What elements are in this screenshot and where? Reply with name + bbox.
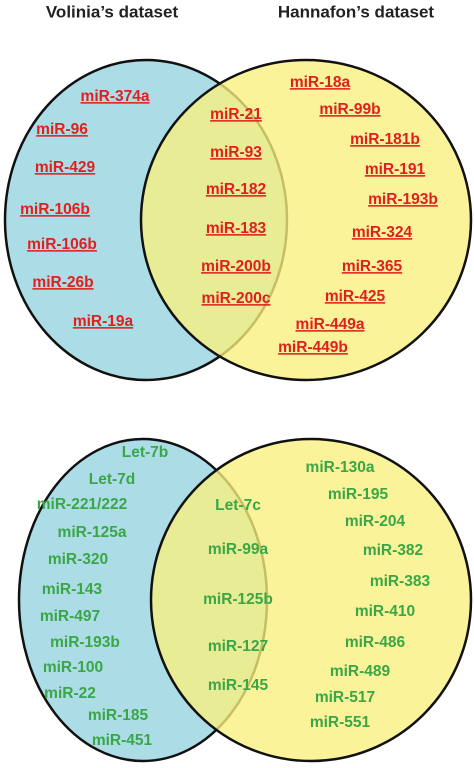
mirna-label: miR-183 bbox=[206, 220, 267, 237]
mirna-label: miR-26b bbox=[32, 274, 93, 291]
mirna-label: miR-382 bbox=[363, 542, 423, 559]
mirna-label: Let-7c bbox=[215, 497, 261, 514]
mirna-label: miR-324 bbox=[352, 224, 413, 241]
mirna-label: miR-185 bbox=[88, 707, 149, 724]
mirna-label: miR-497 bbox=[40, 608, 100, 625]
mirna-label: miR-125b bbox=[203, 591, 273, 608]
mirna-label: miR-127 bbox=[208, 638, 268, 655]
mirna-label: miR-320 bbox=[48, 551, 108, 568]
mirna-label: miR-204 bbox=[345, 513, 406, 530]
mirna-label: miR-383 bbox=[370, 573, 431, 590]
mirna-label: miR-429 bbox=[35, 159, 96, 176]
mirna-label: Let-7d bbox=[89, 471, 136, 488]
mirna-label: miR-99a bbox=[208, 541, 269, 558]
mirna-label: miR-96 bbox=[36, 121, 88, 138]
mirna-label: miR-193b bbox=[368, 191, 438, 208]
mirna-label: miR-99b bbox=[319, 101, 380, 118]
mirna-label: miR-191 bbox=[365, 161, 426, 178]
mirna-label: miR-374a bbox=[81, 88, 150, 105]
mirna-label: miR-449a bbox=[296, 316, 365, 333]
mirna-label: miR-365 bbox=[342, 258, 403, 275]
left-dataset-title: Volinia’s dataset bbox=[46, 2, 179, 21]
mirna-label: miR-449b bbox=[278, 339, 348, 356]
mirna-label: miR-130a bbox=[306, 459, 375, 476]
mirna-label: miR-106b bbox=[27, 236, 97, 253]
mirna-label: miR-181b bbox=[350, 131, 420, 148]
mirna-label: miR-200c bbox=[202, 290, 271, 307]
mirna-label: miR-425 bbox=[325, 288, 386, 305]
mirna-label: miR-410 bbox=[355, 603, 415, 620]
mirna-label: miR-21 bbox=[210, 106, 262, 123]
mirna-label: miR-125a bbox=[58, 524, 127, 541]
mirna-label: miR-143 bbox=[42, 581, 103, 598]
right-set-circle bbox=[139, 58, 473, 382]
mirna-label: Let-7b bbox=[122, 444, 169, 461]
mirna-label: miR-19a bbox=[73, 313, 134, 330]
mirna-label: miR-221/222 bbox=[37, 496, 127, 513]
mirna-label: miR-100 bbox=[43, 659, 103, 676]
mirna-label: miR-193b bbox=[50, 634, 120, 651]
mirna-label: miR-200b bbox=[201, 258, 271, 275]
mirna-label: miR-93 bbox=[210, 144, 262, 161]
mirna-label: miR-489 bbox=[330, 663, 391, 680]
mirna-label: miR-195 bbox=[328, 486, 389, 503]
mirna-label: miR-18a bbox=[290, 74, 351, 91]
mirna-label: miR-22 bbox=[44, 685, 96, 702]
right-set-circle bbox=[149, 437, 473, 763]
mirna-label: miR-145 bbox=[208, 677, 269, 694]
mirna-label: miR-551 bbox=[310, 714, 371, 731]
right-dataset-title: Hannafon’s dataset bbox=[278, 2, 435, 21]
mirna-label: miR-106b bbox=[20, 201, 90, 218]
mirna-label: miR-182 bbox=[206, 181, 266, 198]
mirna-label: miR-451 bbox=[92, 732, 153, 749]
mirna-label: miR-517 bbox=[315, 689, 375, 706]
mirna-label: miR-486 bbox=[345, 634, 406, 651]
